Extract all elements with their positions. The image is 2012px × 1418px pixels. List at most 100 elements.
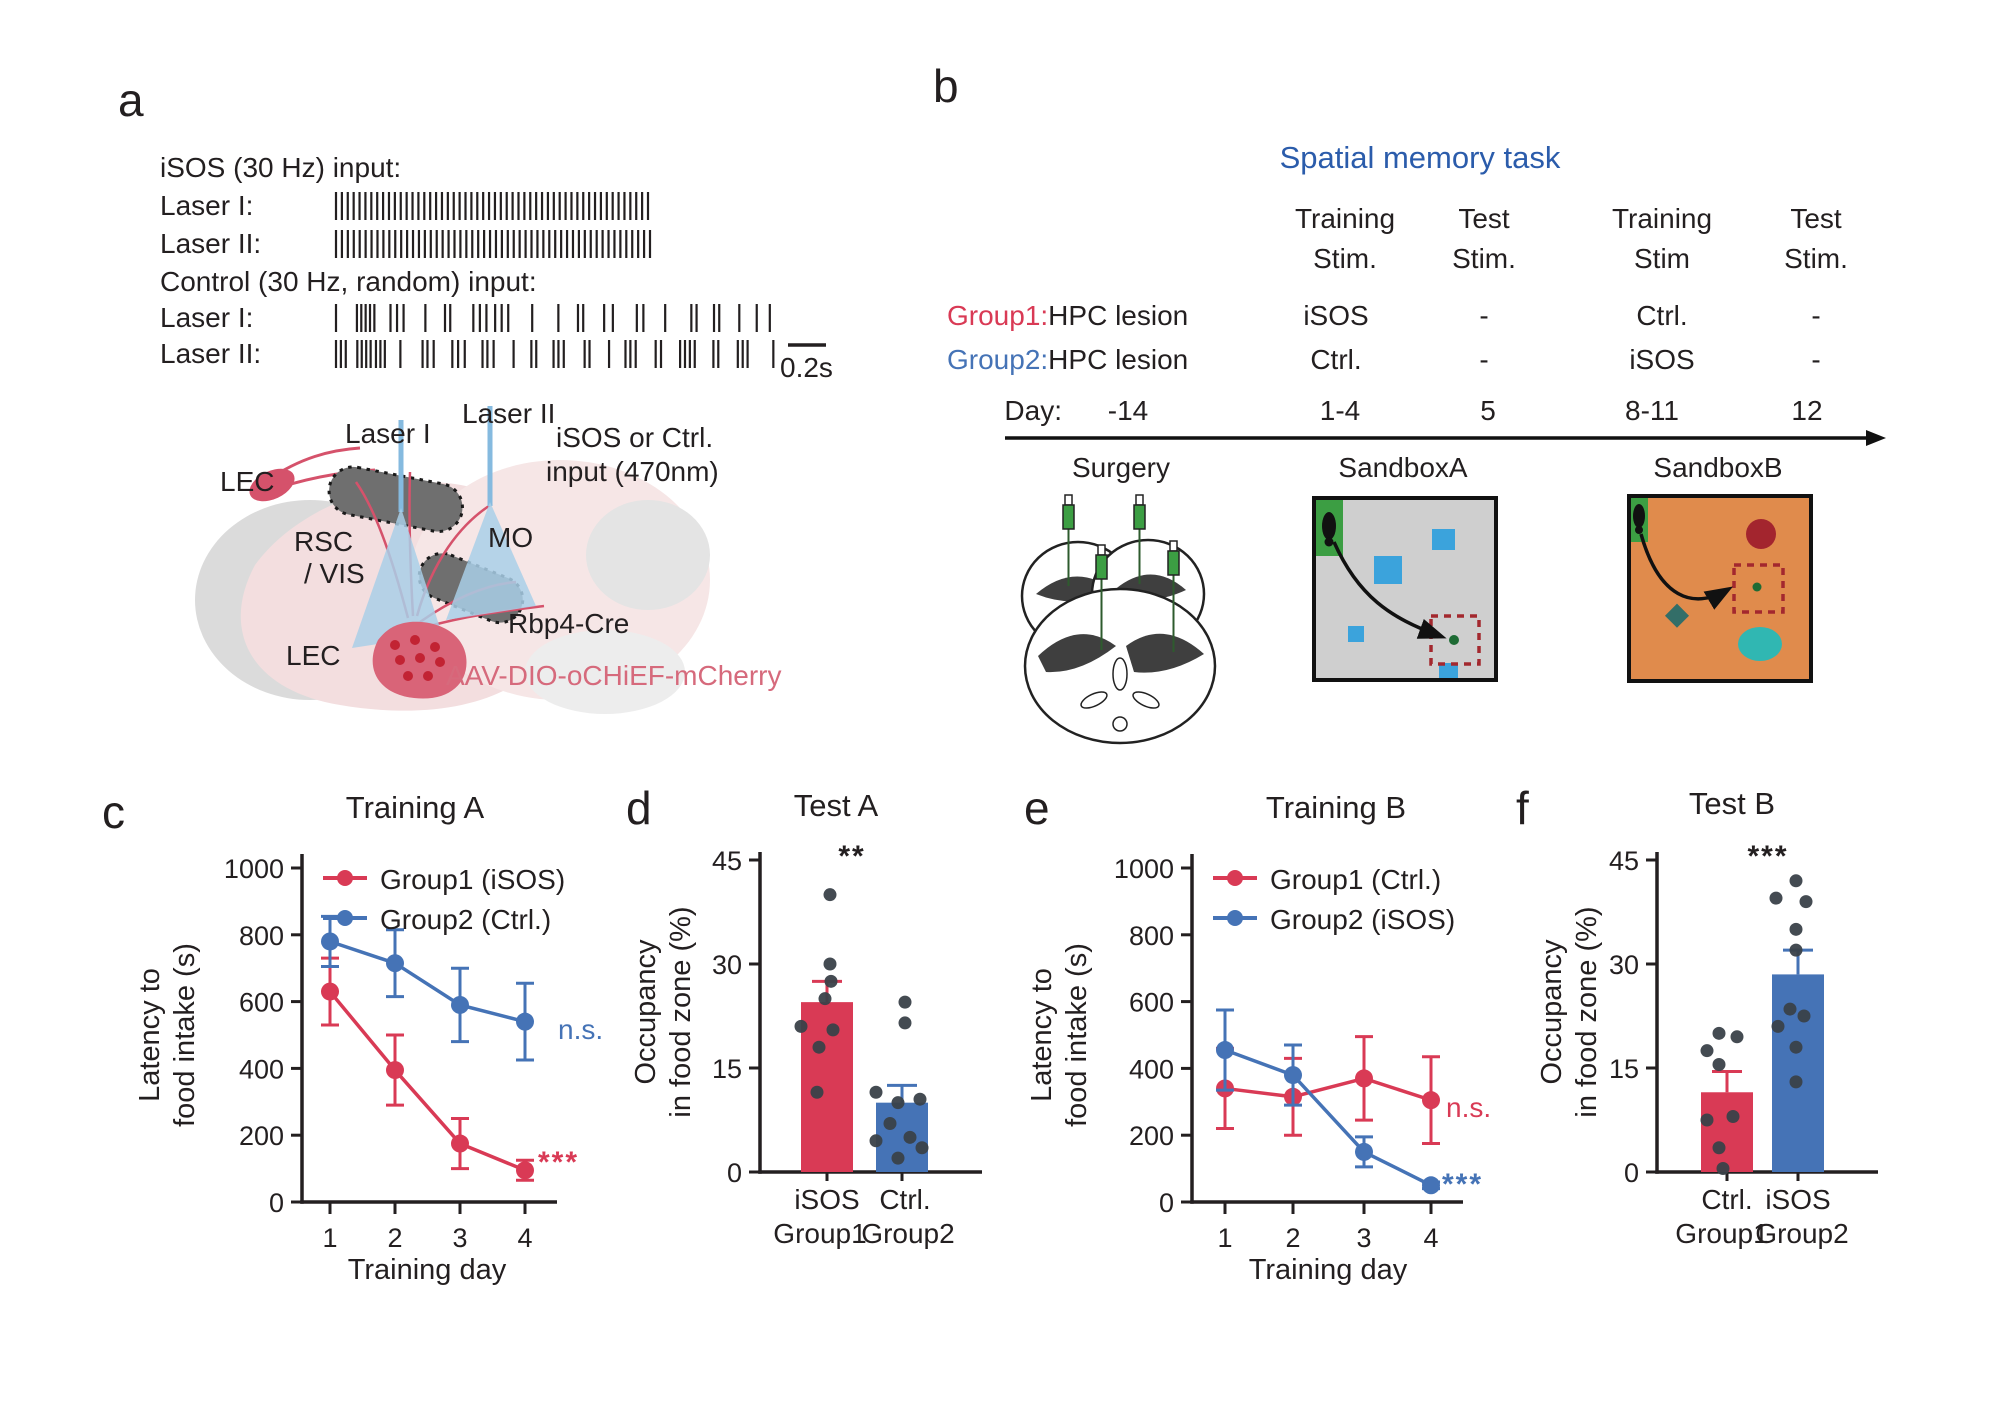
data-point: [1355, 1142, 1373, 1161]
scatter-dot: [1712, 1141, 1726, 1155]
y-tick-label: 600: [1129, 988, 1174, 1018]
panel-d-significance: **: [838, 840, 866, 873]
brain-laser2-label: Laser II: [462, 398, 556, 429]
panel-e-ns-annotation: n.s.: [1446, 1092, 1492, 1123]
scatter-dot: [812, 1040, 826, 1054]
isos-input-header: iSOS (30 Hz) input:: [160, 152, 402, 183]
x-tick-label: 4: [1423, 1223, 1438, 1253]
bar: [1701, 1092, 1753, 1172]
legend-marker-icon: [1212, 869, 1258, 891]
panel-e-label: e: [1024, 782, 1050, 834]
data-point: [516, 1012, 534, 1031]
data-point: [1422, 1091, 1440, 1110]
scatter-dot: [826, 1023, 840, 1037]
scatter-dot: [1712, 1026, 1726, 1040]
scatter-dot: [1799, 895, 1813, 909]
scatter-dot: [891, 1096, 905, 1110]
food-pellet-a: [1449, 635, 1459, 645]
y-tick-label: 400: [239, 1054, 284, 1084]
legend-item-e-group1: Group1 (Ctrl.): [1212, 864, 1441, 896]
day-12: 12: [1791, 395, 1823, 426]
bar: [801, 1002, 853, 1172]
landmark-teal-ellipse: [1738, 627, 1782, 661]
sandbox-b-illustration: [1627, 494, 1813, 688]
food-zone-dashed-box-b: [1732, 563, 1785, 614]
scatter-dot: [810, 1085, 824, 1099]
brain-aav-label: AAV-DIO-oCHiEF-mCherry: [446, 660, 782, 691]
scatter-dot: [903, 1130, 917, 1144]
scatter-dot: [1789, 874, 1803, 888]
y-tick-label: 0: [1624, 1158, 1639, 1188]
panel-d-title: Test A: [793, 788, 879, 823]
lec-region: [372, 621, 467, 699]
panel-d-y-axis-label: Occupancy in food zone (%): [630, 906, 697, 1118]
scatter-dot: [1789, 922, 1803, 936]
group2-row-header: Group2:HPC lesion: [947, 344, 1188, 376]
panel-f-bar1-label: Ctrl.: [1701, 1184, 1753, 1215]
col4-header-line1: Test: [1790, 203, 1842, 234]
x-tick-label: 1: [1217, 1223, 1232, 1253]
y-tick-label: 800: [1129, 921, 1174, 951]
panel-f-bar2-sublabel: Group2: [1755, 1218, 1849, 1249]
panel-e-title: Training B: [1265, 790, 1407, 825]
stage-surgery-label: Surgery: [1071, 452, 1171, 483]
panel-c-ns-annotation: n.s.: [558, 1014, 604, 1045]
data-point: [1422, 1176, 1440, 1195]
scatter-dot: [1730, 1030, 1744, 1044]
brain-mo-label: MO: [488, 522, 534, 553]
landmark-diamond: [1664, 603, 1690, 628]
brain-rsc-label: RSC: [294, 526, 354, 557]
surgery-illustration: [1008, 494, 1238, 751]
isos-laser2-row-label: Laser II:: [160, 228, 262, 259]
scatter-dot: [794, 1019, 808, 1033]
panel-d-label: d: [626, 782, 652, 834]
group1-row-header: Group1:HPC lesion: [947, 300, 1188, 332]
scatter-dot: [898, 1016, 912, 1030]
x-tick-label: 4: [517, 1223, 532, 1253]
scatter-dot: [1716, 1162, 1730, 1176]
data-point: [386, 1061, 404, 1080]
legend-marker-icon: [322, 909, 368, 931]
data-point: [1284, 1087, 1302, 1106]
col2-header-line1: Test: [1458, 203, 1510, 234]
group1-test-b: -: [1811, 300, 1821, 331]
scatter-dot: [824, 974, 838, 988]
col2-header-line2: Stim.: [1452, 243, 1516, 274]
sandbox-a-arena: [1312, 496, 1498, 682]
scatter-dot: [1700, 1044, 1714, 1058]
panel-c-label: c: [102, 786, 125, 838]
panel-c-x-axis-label: Training day: [347, 1254, 507, 1286]
col3-header-line2: Stim: [1634, 243, 1690, 274]
scatter-dot: [891, 1151, 905, 1165]
y-tick-label: 30: [712, 950, 742, 980]
group2-label: Group2:: [947, 344, 1049, 375]
mouse-icon-b: [1633, 504, 1645, 534]
scatter-dot: [1797, 1009, 1811, 1023]
y-tick-label: 800: [239, 921, 284, 951]
data-line: [329, 939, 526, 1024]
scatter-dot: [1771, 1019, 1785, 1033]
data-point: [321, 982, 339, 1001]
group1-lesion: HPC lesion: [1048, 300, 1189, 331]
timeline-arrow: [1002, 428, 1892, 453]
panel-e-sig-annotation: ***: [1442, 1168, 1484, 1201]
scatter-dot: [1712, 1058, 1726, 1072]
panel-f-title: Test B: [1688, 786, 1776, 821]
y-tick-label: 200: [239, 1121, 284, 1151]
scatter-dot: [818, 992, 832, 1006]
data-point: [1284, 1066, 1302, 1085]
scatter-dot: [1726, 1110, 1740, 1124]
stage-sandbox-a-label: SandboxA: [1338, 452, 1468, 483]
mouse-icon-a: [1322, 512, 1336, 547]
panel-c-sig-annotation: ***: [538, 1146, 580, 1179]
x-tick-label: 3: [1356, 1223, 1371, 1253]
bar: [1772, 974, 1824, 1172]
panel-f-bar1-sublabel: Group1: [1675, 1218, 1769, 1249]
panel-f-bar2-label: iSOS: [1765, 1184, 1831, 1215]
panel-d-bar1-label: iSOS: [794, 1184, 860, 1215]
food-zone-dashed-box-a: [1429, 614, 1481, 666]
scatter-dot: [1789, 943, 1803, 957]
legend-marker-icon: [1212, 909, 1258, 931]
data-line: [1224, 1048, 1432, 1187]
panel-d-bar1-sublabel: Group1: [773, 1218, 867, 1249]
